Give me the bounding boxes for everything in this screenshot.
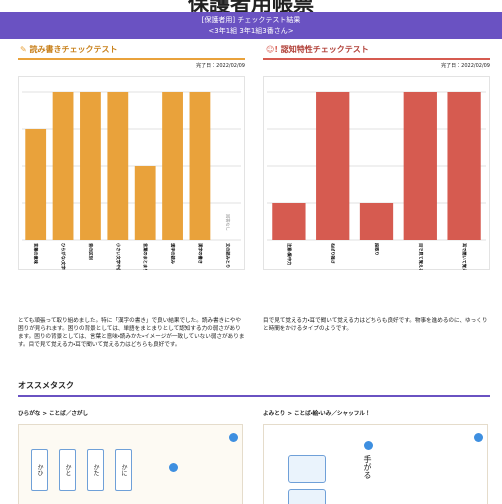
icon: [169, 463, 178, 472]
panel-title: ✎ 読み書きチェックテスト: [20, 44, 118, 55]
x-tick-label: ひらがな・文字の読み: [60, 243, 67, 270]
x-tick-label: 文の読みとり: [224, 243, 231, 268]
bar: [404, 92, 437, 240]
word-card: かひ: [31, 449, 48, 491]
annotation: 回答なし: [224, 214, 231, 231]
bar: [316, 92, 349, 240]
x-tick-label: 音の区別: [87, 243, 94, 260]
bar: [162, 92, 183, 240]
date: 完了日：2022/02/09: [263, 62, 490, 69]
report: 保護者用帳票 [保護者用] チェックテスト結果 <3年1組 3年1組3番さん> …: [0, 0, 502, 504]
banner-line: <3年1組 3年1組3番さん>: [0, 26, 502, 37]
x-tick-label: 漢字の書き: [197, 243, 204, 264]
word-card: かに: [115, 449, 132, 491]
bar: [80, 92, 101, 240]
icon: [229, 433, 238, 442]
task-preview[interactable]: かひ かと かた かに: [18, 424, 243, 504]
icon: [364, 441, 373, 450]
x-tick-label: 漢字の読み: [170, 243, 177, 265]
banner: [保護者用] チェックテスト結果 <3年1組 3年1組3番さん>: [0, 12, 502, 39]
bar: [107, 92, 128, 240]
banner-line: [保護者用] チェックテスト結果: [0, 15, 502, 26]
word-card: かた: [87, 449, 104, 491]
picture-card: [288, 489, 326, 504]
task-label[interactable]: よみとり > ことば・絵・いみ／シャッフル！: [263, 409, 370, 417]
x-tick-label: 言葉の意味: [33, 243, 40, 265]
section-heading: オススメタスク: [18, 380, 74, 391]
x-tick-label: 言葉のまとまり読み: [142, 243, 149, 270]
x-tick-label: 段取り: [374, 243, 381, 256]
chart-title: 読み書きチェックテスト: [30, 45, 118, 54]
chart: 注意・集中力 ねばり強さ 段取り 目で見て覚える力 耳で聞いて覚える力: [263, 76, 490, 270]
comment: 目で見て覚える力・耳で聞いて覚える力はどちらも良好です。物事を進めるのに、ゆっく…: [263, 317, 490, 333]
task-label[interactable]: ひらがな > ことば／さがし: [18, 409, 88, 417]
chart-title: 認知特性チェックテスト: [281, 45, 369, 54]
bar: [447, 92, 480, 240]
date: 完了日：2022/02/09: [18, 62, 245, 69]
underline: [263, 58, 490, 60]
comment: とても頑張って取り組めました。特に「漢字の書き」で良い結果でした。読み書きにやや…: [18, 317, 245, 349]
icon: [474, 433, 483, 442]
word: 手がる: [362, 455, 373, 479]
x-tick-label: 小さい文字や促音: [115, 243, 122, 270]
bar: [360, 203, 393, 240]
task-preview[interactable]: 手がる: [263, 424, 488, 504]
x-tick-label: 注意・集中力: [286, 243, 293, 265]
bar: [25, 129, 46, 240]
x-tick-label: 耳で聞いて覚える力: [461, 243, 468, 270]
bar: [53, 92, 74, 240]
x-tick-label: ねばり強さ: [330, 243, 337, 264]
bar: [135, 166, 156, 240]
bar: [190, 92, 211, 240]
chart: 言葉の意味 ひらがな・文字の読み 音の区別 小さい文字や促音 言葉のまとまり読み 漢字の読…: [18, 76, 245, 270]
chart-frame: [19, 77, 245, 270]
panel-title: ☺! 認知特性チェックテスト: [266, 44, 369, 55]
bar: [272, 203, 305, 240]
word-card: かと: [59, 449, 76, 491]
page: {"page_title": "保護者用帳票", "banner": {"lin…: [0, 0, 502, 504]
underline: [18, 58, 245, 60]
x-tick-label: 目で見て覚える力: [417, 243, 424, 270]
section-line: [18, 395, 490, 397]
picture-card: [288, 455, 326, 483]
